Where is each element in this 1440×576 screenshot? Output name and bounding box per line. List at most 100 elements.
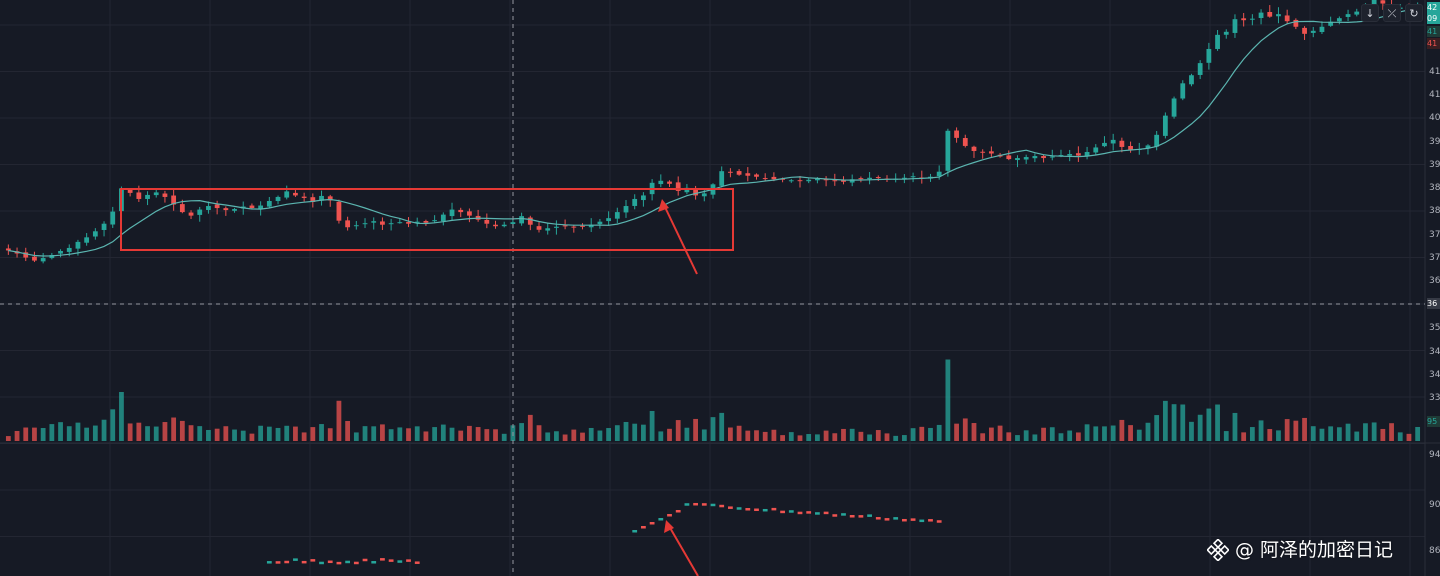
candle-body [58, 250, 63, 254]
volume-bar [910, 428, 916, 441]
watermark-text: @ 阿泽的加密日记 [1235, 539, 1394, 561]
volume-bar [101, 419, 107, 441]
indicator-step [762, 508, 768, 512]
volume-bar [1067, 430, 1073, 441]
candle-body [1293, 19, 1299, 27]
indicator-step [841, 513, 846, 516]
candle-body [345, 220, 351, 228]
candle-body [954, 130, 959, 138]
volume-bar [675, 420, 681, 441]
candle-body [301, 196, 307, 198]
indicator-step [936, 520, 942, 523]
candle-body [406, 222, 411, 224]
candle-body [110, 211, 116, 225]
volume-bar [214, 428, 220, 441]
candle-body [1310, 30, 1316, 33]
volume-bar [14, 430, 20, 441]
volume-bar [406, 428, 411, 441]
volume-bar [1371, 422, 1377, 441]
candle-body [5, 248, 11, 251]
indicator-step [414, 561, 420, 564]
candle-body [606, 218, 611, 222]
volume-bar [658, 431, 664, 441]
candle-body [1093, 147, 1099, 153]
refresh-icon[interactable]: ↻ [1405, 4, 1423, 22]
price-axis-label: 34 [1429, 370, 1440, 380]
candle-body [1197, 63, 1203, 75]
price-axis-label: 39 [1429, 160, 1440, 170]
indicator-step [806, 511, 812, 514]
volume-bar [32, 427, 37, 441]
volume-bar [1284, 419, 1290, 441]
candle-body [388, 223, 394, 225]
indicator-step [875, 517, 881, 520]
indicator-step [371, 561, 377, 564]
indicator-step [910, 518, 916, 521]
collapse-icon[interactable]: ⤫ [1383, 4, 1401, 22]
volume-bar [527, 414, 533, 441]
candle-body [23, 252, 29, 258]
volume-bar [188, 425, 194, 441]
candle-body [1189, 75, 1194, 85]
candle-body [84, 237, 90, 243]
candle-body [867, 177, 872, 180]
volume-bar [684, 427, 690, 441]
candle-body [536, 226, 542, 230]
candle-body [310, 197, 316, 202]
candle-body [1145, 145, 1151, 149]
candle-body [762, 178, 768, 180]
volume-bar [1136, 429, 1142, 441]
indicator-step [701, 503, 707, 506]
candle-body [423, 221, 429, 223]
volume-bar [797, 435, 803, 441]
candle-body [728, 171, 733, 173]
volume-bar [649, 410, 655, 441]
candle-body [623, 206, 629, 213]
volume-bar [562, 434, 568, 441]
indicator-step [658, 518, 664, 521]
indicator-step [788, 510, 794, 513]
volume-bar [693, 418, 698, 441]
volume-bar [1145, 422, 1151, 441]
annotation-arrow-shaft [668, 525, 699, 576]
volume-bar [397, 427, 403, 441]
candle-body [510, 222, 516, 224]
volume-bar [588, 427, 594, 441]
candle-body [806, 179, 812, 182]
volume-bar [1119, 419, 1125, 441]
volume-bar [710, 417, 716, 441]
candle-body [701, 193, 707, 197]
volume-bar [1276, 430, 1281, 441]
volume-bar [493, 429, 498, 441]
volume-bar [58, 422, 63, 441]
arrow-down-icon[interactable]: ↓ [1361, 4, 1379, 22]
candle-body [1006, 155, 1012, 160]
candle-body [1058, 155, 1064, 157]
volume-bar [1345, 423, 1351, 441]
indicator-step [353, 561, 359, 565]
volume-bar [145, 426, 150, 441]
candle-body [127, 189, 133, 193]
volume-bar [745, 430, 751, 441]
volume-bar [849, 428, 855, 441]
candle-body [1023, 157, 1029, 160]
volume-bar [1102, 426, 1107, 441]
volume-bar [153, 426, 159, 441]
indicator-step [362, 558, 368, 562]
candle-body [440, 214, 446, 222]
candle-body [962, 138, 968, 146]
volume-bar [823, 430, 829, 441]
candle-body [1067, 154, 1073, 156]
candle-body [179, 204, 185, 213]
candle-body [815, 178, 820, 181]
volume-bar [1128, 425, 1133, 441]
volume-value-tag: 95 [1427, 416, 1440, 427]
indicator-step [310, 559, 316, 562]
volume-bar [754, 430, 759, 441]
indicator-step [849, 515, 855, 518]
indicator-step [858, 515, 864, 518]
volume-bar [197, 426, 203, 441]
candle-body [875, 177, 881, 179]
